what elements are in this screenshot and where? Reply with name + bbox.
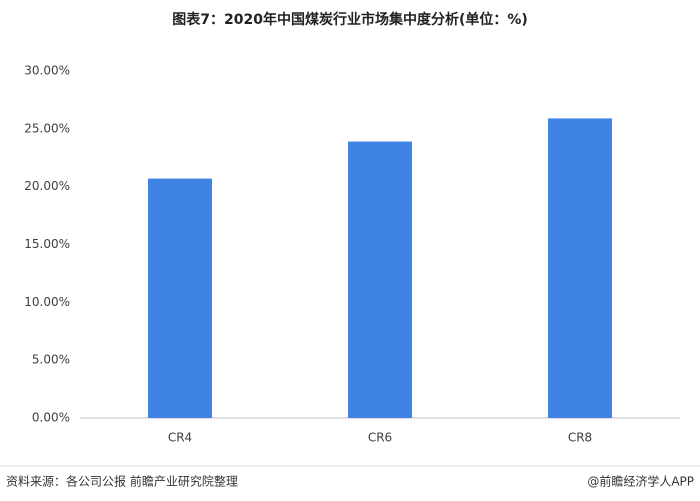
y-tick-label: 10.00%: [24, 295, 70, 309]
chart-title: 图表7：2020年中国煤炭行业市场集中度分析(单位：%): [172, 11, 528, 28]
y-tick-label: 20.00%: [24, 179, 70, 193]
bar: [148, 178, 212, 418]
y-tick-label: 0.00%: [32, 411, 70, 425]
x-tick-label: CR4: [168, 431, 192, 445]
bar: [548, 118, 612, 418]
bar: [348, 141, 412, 418]
y-tick-label: 15.00%: [24, 237, 70, 251]
y-tick-label: 5.00%: [32, 353, 70, 367]
y-tick-label: 25.00%: [24, 121, 70, 135]
y-tick-label: 30.00%: [24, 64, 70, 78]
source: 资料来源：各公司公报 前瞻产业研究院整理: [6, 474, 238, 489]
x-tick-label: CR8: [568, 431, 592, 445]
x-tick-label: CR6: [368, 431, 392, 445]
credit: @前瞻经济学人APP: [587, 474, 694, 489]
